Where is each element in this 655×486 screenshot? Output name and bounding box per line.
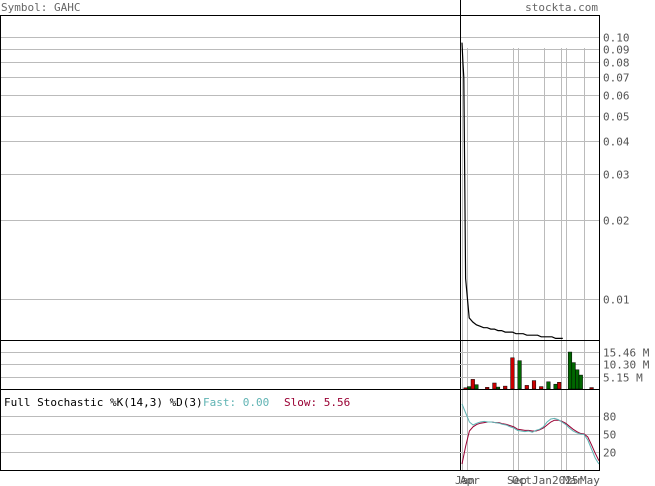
price-line	[461, 42, 563, 339]
volume-bar	[531, 380, 537, 390]
stochastic-tick-label: 20	[603, 447, 616, 460]
x-tick-label: Jan	[532, 474, 552, 486]
volume-bar	[524, 385, 529, 390]
price-tick-label: 0.01	[603, 294, 630, 307]
volume-bar	[517, 360, 522, 390]
volume-bar	[571, 362, 576, 390]
price-tick-label: 0.06	[603, 90, 630, 103]
volume-bar	[485, 387, 490, 390]
x-tick-label: May	[580, 474, 600, 486]
volume-bar	[557, 382, 562, 390]
stochastic-panel-frame	[0, 389, 600, 471]
volume-bar	[510, 357, 515, 390]
volume-bars	[463, 351, 594, 390]
volume-bar	[495, 386, 501, 390]
volume-bar	[553, 383, 558, 390]
volume-bar	[503, 385, 508, 390]
grid-layer	[0, 0, 600, 470]
volume-bar	[567, 351, 573, 390]
price-tick-label: 0.09	[603, 44, 630, 57]
x-tick-label: Sep	[507, 474, 527, 486]
axis-ticks: 0.100.090.08 0.07 0.06 0.05 0.04 0.03 0.02 0.01…	[455, 32, 650, 486]
volume-tick-label: 15.46 M	[603, 347, 650, 360]
series-lines	[461, 42, 600, 465]
x-tick-label: Oct	[512, 474, 532, 486]
fast-value-label: Fast: 0.00	[203, 396, 269, 409]
slow-line	[461, 419, 600, 465]
x-tick-label: Jan	[455, 474, 475, 486]
volume-tick-label: 5.15 M	[603, 372, 643, 385]
price-tick-label: 0.10	[603, 32, 630, 45]
symbol-label: Symbol: GAHC	[1, 1, 80, 14]
volume-bar	[546, 381, 551, 390]
x-tick-label: Mar	[563, 474, 583, 486]
x-tick-label: 2025	[552, 474, 579, 486]
stochastic-tick-label: 80	[603, 411, 616, 424]
volume-bar	[463, 387, 468, 390]
volume-bar	[589, 387, 594, 390]
volume-bar	[539, 386, 544, 390]
price-tick-label: 0.07	[603, 72, 630, 85]
fast-line	[461, 403, 600, 465]
price-tick-label: 0.05	[603, 111, 630, 124]
price-tick-label: 0.03	[603, 169, 630, 182]
stochastic-title: Full Stochastic %K(14,3) %D(3)	[4, 396, 203, 409]
site-label: stockta.com	[525, 1, 598, 14]
volume-bar	[575, 369, 580, 390]
price-tick-label: 0.08	[603, 57, 630, 70]
volume-bar	[470, 379, 475, 390]
volume-tick-label: 10.30 M	[603, 359, 650, 372]
volume-bar	[578, 374, 583, 390]
slow-value-label: Slow: 5.56	[284, 396, 350, 409]
stochastic-tick-label: 50	[603, 429, 616, 442]
price-tick-label: 0.04	[603, 136, 630, 149]
volume-bar	[492, 382, 497, 390]
price-panel-frame	[0, 15, 600, 341]
price-tick-label: 0.02	[603, 215, 630, 228]
x-tick-label: Apr	[460, 474, 480, 486]
volume-bar	[467, 386, 472, 390]
volume-bar	[474, 384, 479, 390]
